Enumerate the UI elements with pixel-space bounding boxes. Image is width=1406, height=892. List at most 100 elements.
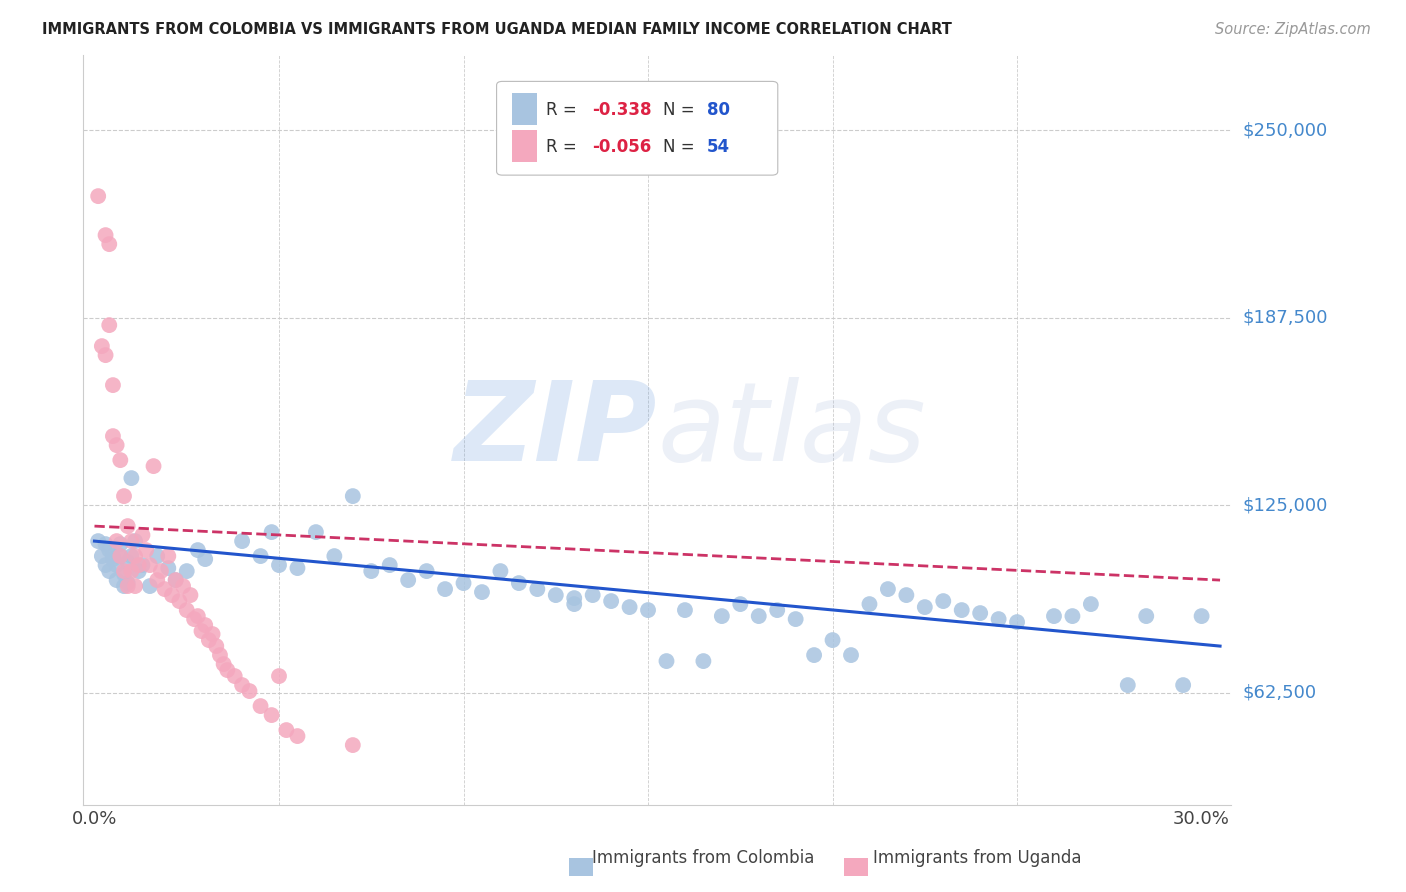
Point bbox=[128, 564, 150, 578]
Point bbox=[117, 519, 139, 533]
Point bbox=[396, 573, 419, 587]
Point bbox=[1191, 609, 1213, 624]
Point bbox=[360, 564, 382, 578]
Point bbox=[120, 471, 142, 485]
Point bbox=[101, 378, 124, 392]
Point bbox=[157, 561, 180, 575]
Point bbox=[142, 459, 165, 474]
Point bbox=[124, 549, 146, 563]
Text: IMMIGRANTS FROM COLOMBIA VS IMMIGRANTS FROM UGANDA MEDIAN FAMILY INCOME CORRELAT: IMMIGRANTS FROM COLOMBIA VS IMMIGRANTS F… bbox=[42, 22, 952, 37]
Point bbox=[117, 555, 139, 569]
Point bbox=[267, 558, 290, 573]
Point bbox=[176, 603, 198, 617]
Point bbox=[90, 549, 112, 563]
Point bbox=[117, 576, 139, 591]
Text: 54: 54 bbox=[707, 137, 730, 155]
Point bbox=[249, 699, 271, 714]
Point bbox=[94, 558, 117, 573]
Point bbox=[914, 600, 936, 615]
Point bbox=[112, 579, 135, 593]
Point bbox=[128, 558, 150, 573]
Point bbox=[131, 528, 153, 542]
Point bbox=[655, 654, 678, 668]
Point bbox=[323, 549, 346, 563]
Text: N =: N = bbox=[664, 137, 700, 155]
Point bbox=[785, 612, 807, 626]
Point bbox=[165, 573, 187, 587]
Point bbox=[94, 537, 117, 551]
Point bbox=[172, 579, 194, 593]
Point bbox=[135, 543, 157, 558]
Point bbox=[276, 723, 298, 737]
Point bbox=[90, 339, 112, 353]
Point bbox=[110, 537, 132, 551]
Point bbox=[231, 534, 253, 549]
Point bbox=[105, 534, 128, 549]
Point bbox=[619, 600, 641, 615]
Point bbox=[231, 678, 253, 692]
Point bbox=[105, 558, 128, 573]
Point bbox=[205, 639, 228, 653]
Point bbox=[526, 582, 548, 596]
Text: ZIP: ZIP bbox=[454, 376, 657, 483]
Point bbox=[165, 573, 187, 587]
Point bbox=[803, 648, 825, 662]
Point bbox=[201, 627, 224, 641]
Point bbox=[94, 348, 117, 362]
Point bbox=[124, 579, 146, 593]
Text: atlas: atlas bbox=[657, 376, 927, 483]
Point bbox=[260, 525, 283, 540]
Point bbox=[101, 549, 124, 563]
Point bbox=[198, 633, 221, 648]
Point bbox=[101, 552, 124, 566]
Point bbox=[110, 549, 132, 563]
Point bbox=[169, 594, 191, 608]
Point bbox=[94, 228, 117, 243]
Text: R =: R = bbox=[546, 101, 582, 119]
Point bbox=[489, 564, 512, 578]
Point bbox=[1080, 597, 1102, 611]
Point bbox=[710, 609, 733, 624]
Point bbox=[932, 594, 955, 608]
Point bbox=[434, 582, 457, 596]
Point bbox=[287, 561, 309, 575]
Point bbox=[153, 582, 176, 596]
Text: $62,500: $62,500 bbox=[1243, 683, 1316, 702]
Point bbox=[342, 489, 364, 503]
Point bbox=[305, 525, 328, 540]
Point bbox=[146, 573, 169, 587]
Point bbox=[112, 489, 135, 503]
Point bbox=[260, 708, 283, 723]
Point bbox=[730, 597, 752, 611]
Point bbox=[582, 588, 605, 602]
Point bbox=[112, 567, 135, 582]
Point bbox=[1171, 678, 1194, 692]
Text: Source: ZipAtlas.com: Source: ZipAtlas.com bbox=[1215, 22, 1371, 37]
Point bbox=[877, 582, 900, 596]
Point bbox=[896, 588, 918, 602]
Point bbox=[98, 564, 121, 578]
Point bbox=[120, 534, 142, 549]
Point bbox=[821, 633, 844, 648]
Point bbox=[562, 597, 585, 611]
Point bbox=[342, 738, 364, 752]
Point bbox=[1043, 609, 1066, 624]
Point bbox=[748, 609, 770, 624]
Point bbox=[217, 663, 239, 677]
Point bbox=[212, 657, 235, 671]
Point bbox=[1135, 609, 1157, 624]
Point bbox=[839, 648, 862, 662]
Text: Immigrants from Colombia: Immigrants from Colombia bbox=[592, 849, 814, 867]
Point bbox=[98, 237, 121, 252]
Point bbox=[139, 558, 162, 573]
Point bbox=[87, 189, 110, 203]
Point bbox=[98, 543, 121, 558]
Point bbox=[131, 558, 153, 573]
Point bbox=[987, 612, 1010, 626]
Point bbox=[105, 573, 128, 587]
Point bbox=[190, 624, 212, 639]
Point bbox=[950, 603, 973, 617]
FancyBboxPatch shape bbox=[496, 81, 778, 175]
Bar bbox=[512, 94, 537, 125]
Point bbox=[562, 591, 585, 606]
